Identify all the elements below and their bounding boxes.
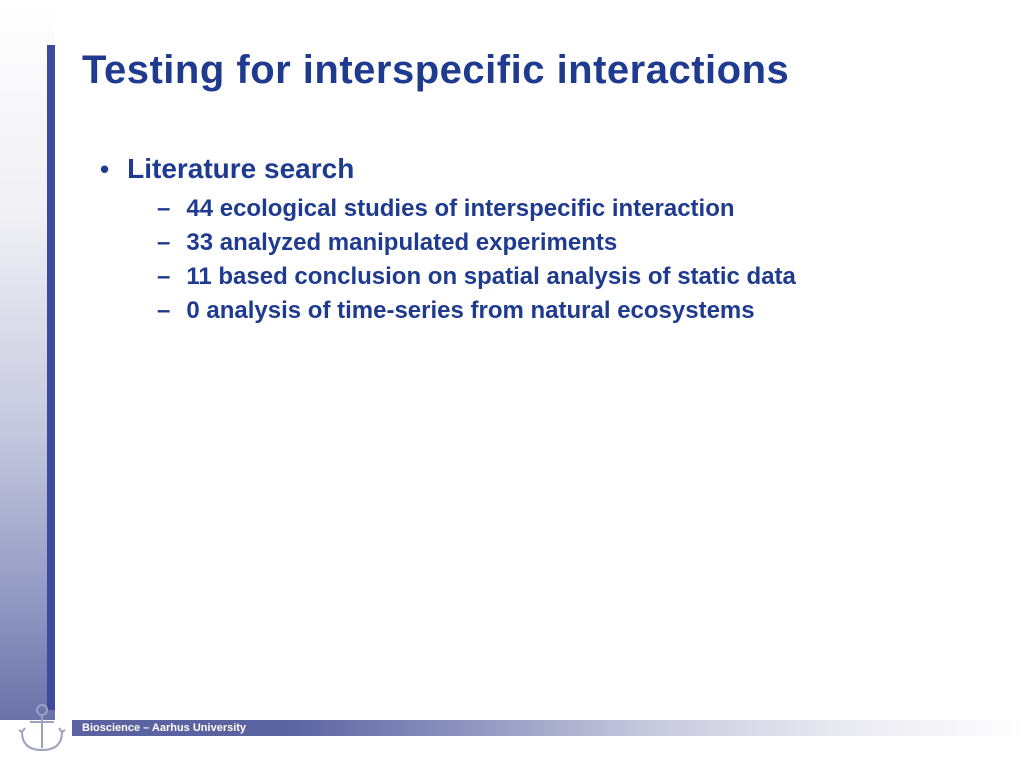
main-bullet: • Literature search — [100, 153, 984, 185]
footer-bar: Bioscience – Aarhus University — [72, 720, 1024, 736]
slide-content: Testing for interspecific interactions •… — [82, 48, 984, 331]
main-bullet-text: Literature search — [127, 153, 354, 185]
sub-bullet: – 44 ecological studies of interspecific… — [157, 195, 984, 223]
sub-bullet: – 33 analyzed manipulated experiments — [157, 229, 984, 257]
sub-bullet-text: 33 analyzed manipulated experiments — [186, 229, 617, 257]
sub-bullet-marker: – — [157, 297, 170, 325]
anchor-logo-icon — [12, 700, 72, 760]
slide-title: Testing for interspecific interactions — [82, 48, 984, 93]
sub-bullet-text: 11 based conclusion on spatial analysis … — [186, 263, 796, 291]
sub-bullet: – 11 based conclusion on spatial analysi… — [157, 263, 984, 291]
sub-bullet-list: – 44 ecological studies of interspecific… — [157, 195, 984, 325]
sub-bullet-text: 44 ecological studies of interspecific i… — [186, 195, 734, 223]
footer-text: Bioscience – Aarhus University — [82, 722, 246, 734]
sub-bullet: – 0 analysis of time-series from natural… — [157, 297, 984, 325]
left-vertical-bar — [47, 45, 55, 710]
sub-bullet-marker: – — [157, 229, 170, 257]
sub-bullet-text: 0 analysis of time-series from natural e… — [186, 297, 754, 325]
bullet-marker: • — [100, 156, 109, 182]
sub-bullet-marker: – — [157, 195, 170, 223]
sub-bullet-marker: – — [157, 263, 170, 291]
